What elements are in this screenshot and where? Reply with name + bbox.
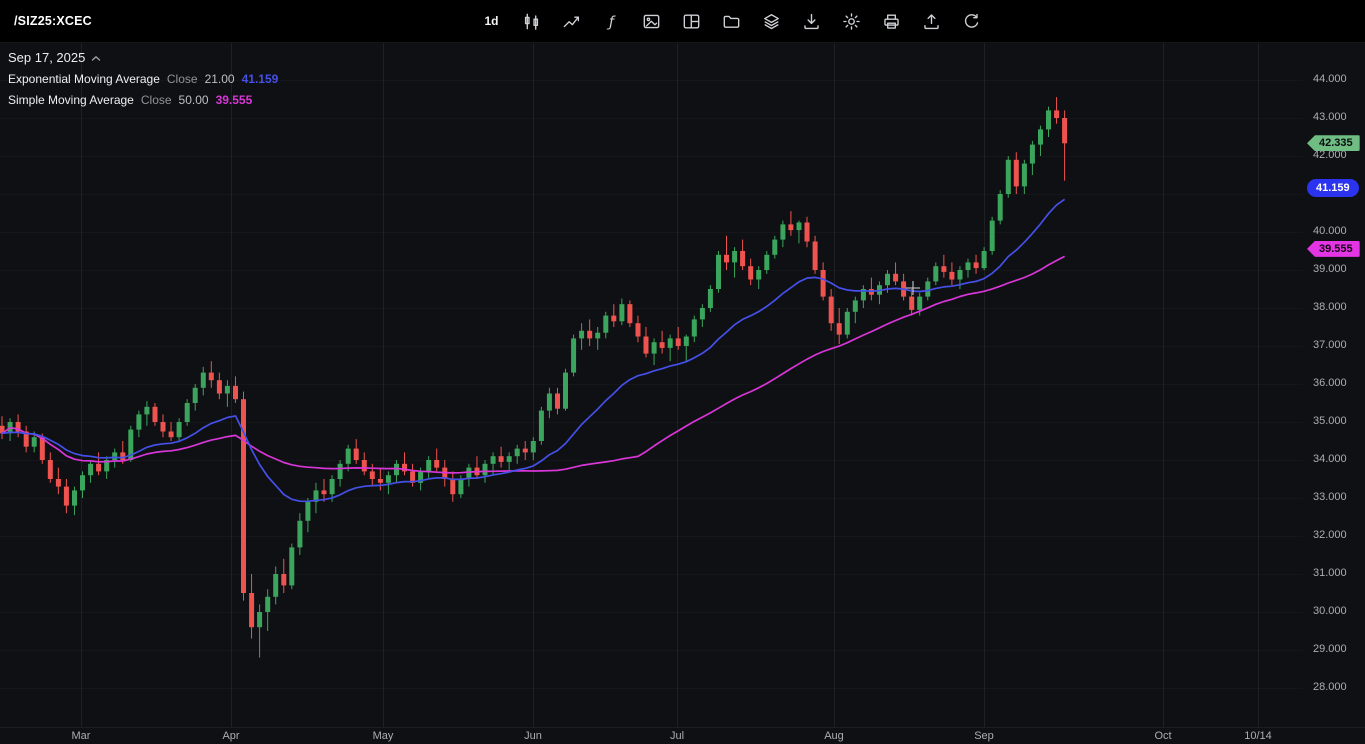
top-toolbar: /SIZ25:XCEC 1d ƒ [0,0,1365,43]
gridlines [0,42,1365,728]
chart-date: Sep 17, 2025 [8,50,86,65]
folder-icon[interactable] [718,8,745,35]
chart-type-icon[interactable] [518,8,545,35]
time-axis-label: Apr [222,730,240,742]
time-axis-label: Oct [1154,730,1172,742]
ema-legend-row[interactable]: Exponential Moving Average Close 21.00 4… [8,72,278,86]
time-axis-label: Mar [71,730,91,742]
time-axis-label: May [372,730,394,742]
export-icon[interactable] [918,8,945,35]
date-row: Sep 17, 2025 [8,50,278,65]
print-icon[interactable] [878,8,905,35]
sma-value: 39.555 [215,93,253,107]
layout-icon[interactable] [678,8,705,35]
timeframe-button[interactable]: 1d [478,8,505,35]
svg-text:ƒ: ƒ [606,14,616,30]
time-axis-label: Aug [824,730,844,742]
ema-source: Close [166,72,198,86]
ema-length: 21.00 [204,72,235,86]
layers-icon[interactable] [758,8,785,35]
crosshair-cursor [906,281,920,295]
indicator-legend: Sep 17, 2025 Exponential Moving Average … [8,50,278,107]
settings-gear-icon[interactable] [838,8,865,35]
download-icon[interactable] [798,8,825,35]
chart-toolbar: 1d ƒ [478,0,985,42]
symbol-title[interactable]: /SIZ25:XCEC [14,14,92,28]
sma-name: Simple Moving Average [8,93,134,107]
time-axis[interactable]: Mar Apr May Jun Jul Aug Sep Oct 10/14 [0,727,1365,744]
snapshot-icon[interactable] [638,8,665,35]
time-axis-label: Jun [524,730,542,742]
refresh-icon[interactable] [958,8,985,35]
indicators-icon[interactable] [558,8,585,35]
ema-value: 41.159 [241,72,279,86]
ema-line [1,198,1066,503]
sma-length: 50.00 [178,93,209,107]
sma-source: Close [140,93,172,107]
ema-name: Exponential Moving Average [8,72,160,86]
time-axis-label: Jul [669,730,685,742]
time-axis-label: Sep [974,730,994,742]
collapse-legend-icon[interactable] [91,55,101,62]
sma-legend-row[interactable]: Simple Moving Average Close 50.00 39.555 [8,93,278,107]
time-axis-label: 10/14 [1244,730,1272,742]
sma-line [1,255,1065,474]
function-icon[interactable]: ƒ [598,8,625,35]
